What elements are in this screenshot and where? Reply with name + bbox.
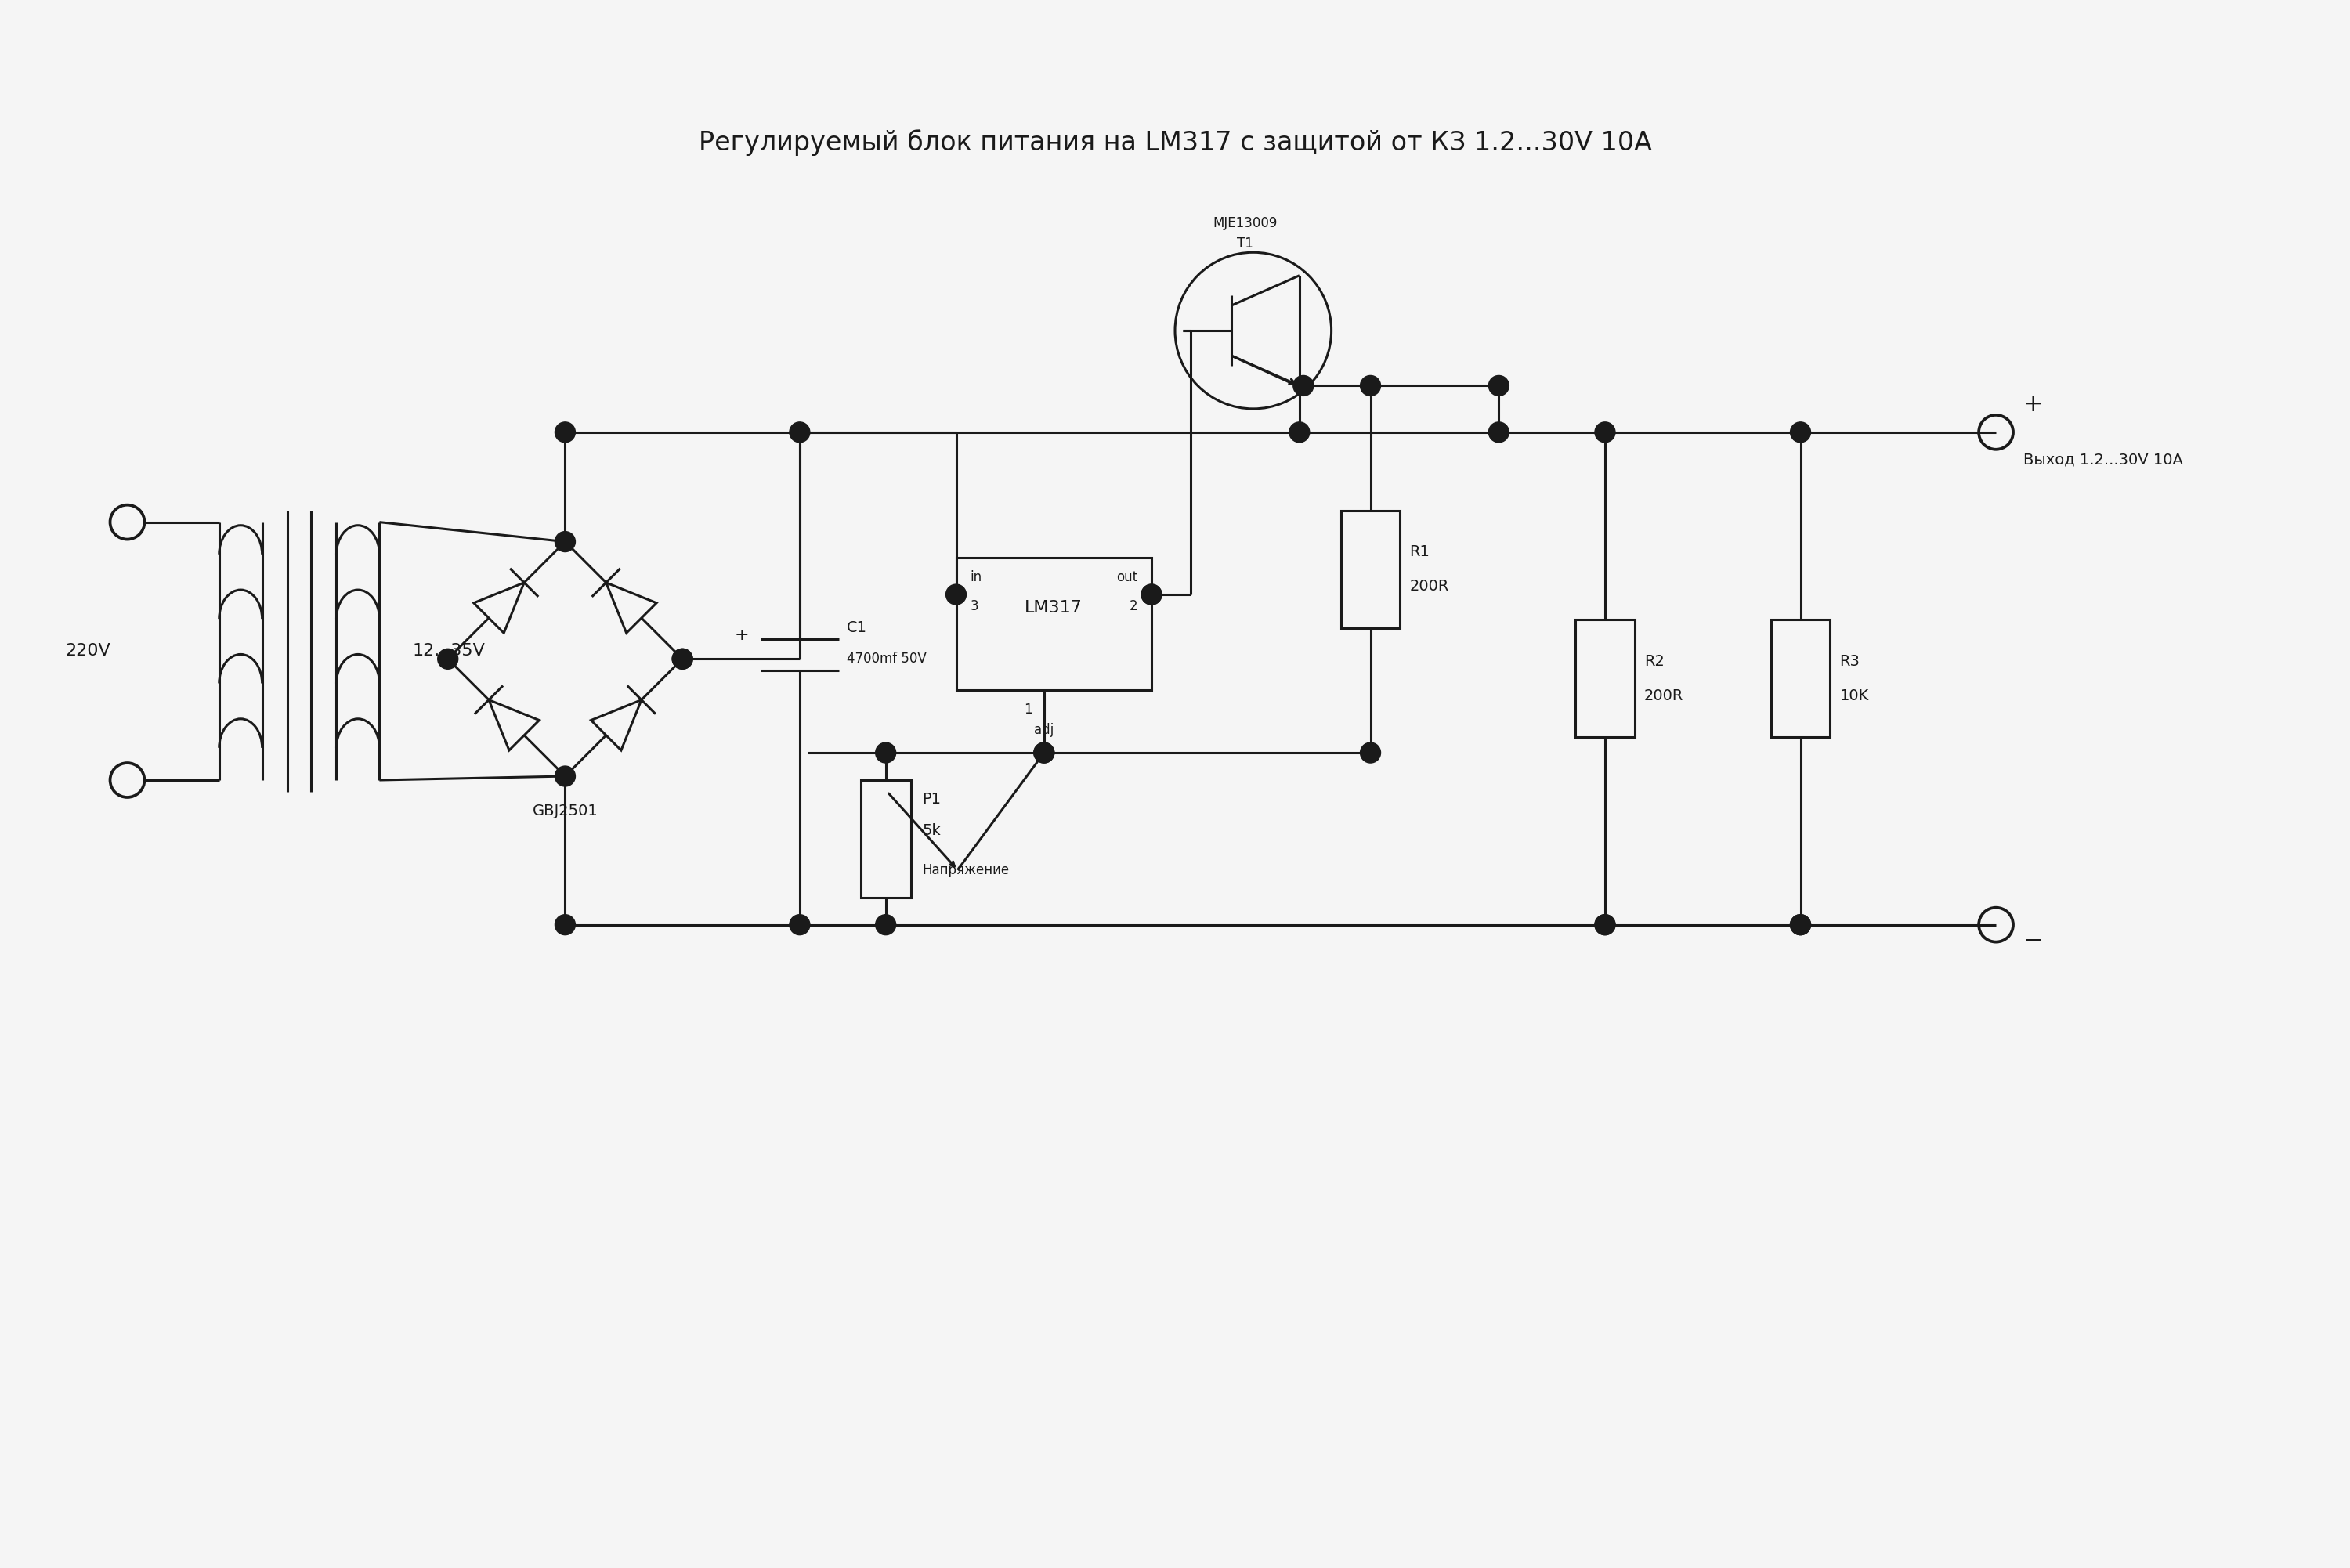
Bar	[1575, 619, 1636, 737]
Text: P1: P1	[924, 792, 942, 808]
Circle shape	[1034, 743, 1055, 764]
Text: GBJ2501: GBJ2501	[533, 803, 597, 818]
Circle shape	[555, 767, 576, 786]
Circle shape	[1596, 914, 1614, 935]
Circle shape	[1488, 375, 1509, 395]
Circle shape	[555, 422, 576, 442]
Circle shape	[790, 914, 811, 935]
Circle shape	[1596, 914, 1614, 935]
Circle shape	[1142, 585, 1161, 605]
Text: MJE13009: MJE13009	[1213, 216, 1278, 230]
Text: 200R: 200R	[1410, 579, 1450, 594]
Text: 3: 3	[971, 599, 978, 613]
Text: R2: R2	[1645, 654, 1664, 668]
Text: R1: R1	[1410, 544, 1429, 560]
Circle shape	[1488, 422, 1509, 442]
Text: 200R: 200R	[1645, 688, 1683, 702]
Circle shape	[1791, 914, 1810, 935]
Circle shape	[1361, 375, 1382, 395]
Text: 2: 2	[1128, 599, 1137, 613]
Bar	[860, 781, 912, 897]
Text: adj: adj	[1034, 723, 1053, 737]
Text: +: +	[2023, 394, 2044, 416]
Bar	[956, 557, 1152, 690]
Circle shape	[555, 914, 576, 935]
Circle shape	[790, 422, 811, 442]
Text: +: +	[733, 627, 750, 643]
Text: 5k: 5k	[924, 823, 940, 839]
Circle shape	[555, 532, 576, 552]
Circle shape	[672, 649, 693, 670]
Circle shape	[1791, 914, 1810, 935]
Text: 220V: 220V	[66, 643, 110, 659]
Circle shape	[437, 649, 458, 670]
Circle shape	[877, 743, 895, 764]
Circle shape	[672, 649, 693, 670]
Text: Выход 1.2...30V 10A: Выход 1.2...30V 10A	[2023, 452, 2183, 467]
Text: in: in	[971, 571, 982, 585]
Text: 10K: 10K	[1840, 688, 1868, 702]
Text: Регулируемый блок питания на LM317 с защитой от КЗ 1.2...30V 10A: Регулируемый блок питания на LM317 с защ…	[698, 130, 1652, 157]
Text: Напряжение: Напряжение	[924, 862, 1010, 877]
Circle shape	[1293, 375, 1314, 395]
Bar	[1342, 511, 1401, 627]
Text: 12...35V: 12...35V	[414, 643, 486, 659]
Text: LM317: LM317	[1025, 601, 1083, 616]
Text: out: out	[1116, 571, 1137, 585]
Circle shape	[1361, 743, 1382, 764]
Text: 1: 1	[1025, 702, 1032, 717]
Circle shape	[1290, 422, 1309, 442]
Text: 4700mf 50V: 4700mf 50V	[846, 652, 926, 666]
Bar	[1772, 619, 1831, 737]
Circle shape	[1142, 585, 1161, 605]
Circle shape	[947, 585, 966, 605]
Text: T1: T1	[1236, 237, 1253, 251]
Text: C1: C1	[846, 621, 867, 635]
Text: −: −	[2023, 928, 2042, 952]
Circle shape	[1034, 743, 1055, 764]
Circle shape	[1791, 422, 1810, 442]
Text: R3: R3	[1840, 654, 1859, 668]
Circle shape	[1596, 422, 1614, 442]
Circle shape	[877, 914, 895, 935]
